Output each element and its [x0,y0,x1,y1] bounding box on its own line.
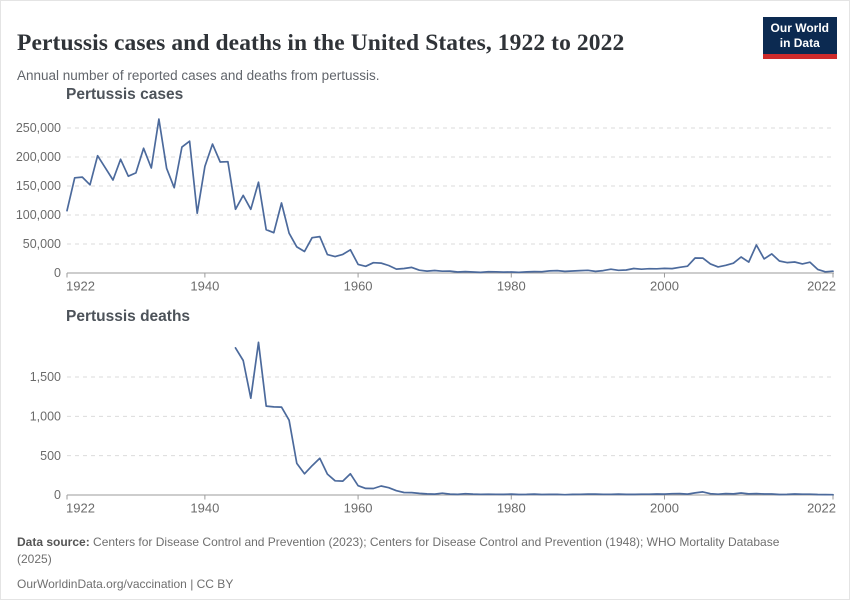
y-tick-label: 0 [54,488,61,502]
y-tick-label: 50,000 [23,237,61,251]
license-line: OurWorldinData.org/vaccination | CC BY [17,576,234,591]
x-tick-label: 1922 [66,501,95,516]
page-title: Pertussis cases and deaths in the United… [17,29,625,56]
x-tick-label: 1960 [344,279,373,294]
datasource-label: Data source: [17,535,90,549]
owid-logo-line1: Our World [770,21,829,35]
cases-chart-title: Pertussis cases [66,86,184,103]
y-tick-label: 1,000 [30,410,61,424]
y-tick-label: 1,500 [30,370,61,384]
x-tick-label: 2000 [650,501,679,516]
owid-logo: Our World in Data [762,17,837,59]
deaths-chart-title: Pertussis deaths [66,308,191,325]
x-tick-label: 1922 [66,279,95,294]
y-tick-label: 100,000 [16,208,61,222]
datasource-text: Centers for Disease Control and Preventi… [17,535,780,567]
y-tick-label: 200,000 [16,150,61,164]
x-tick-label: 1940 [190,501,219,516]
x-tick-label: 1960 [344,501,373,516]
owid-logo-line2: in Data [779,36,820,50]
datasource-line: Data source: Centers for Disease Control… [17,534,812,569]
x-tick-label: 1980 [497,279,526,294]
x-tick-label: 2022 [807,501,836,516]
footer: Data source: Centers for Disease Control… [17,534,829,593]
y-tick-label: 0 [54,266,61,280]
x-tick-label: 1940 [190,279,219,294]
x-tick-label: 2000 [650,279,679,294]
x-tick-label: 2022 [807,279,836,294]
cases-series-line [66,118,834,274]
y-tick-label: 500 [40,449,61,463]
x-tick-label: 1980 [497,501,526,516]
y-tick-label: 150,000 [16,179,61,193]
page-subtitle: Annual number of reported cases and deat… [17,67,380,83]
deaths-series-line [234,341,834,496]
y-tick-label: 250,000 [16,121,61,135]
